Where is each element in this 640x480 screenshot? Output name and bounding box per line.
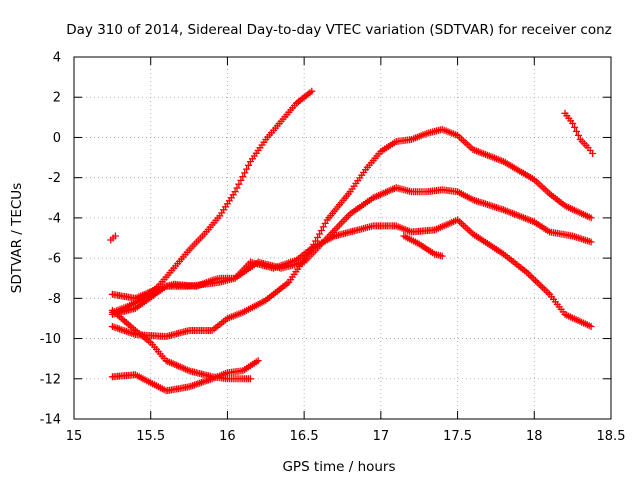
y-tick-label: -6 [48, 252, 61, 267]
x-tick-label: 16 [219, 429, 236, 444]
series-track-6 [108, 357, 262, 395]
series-markers [400, 232, 446, 260]
series-markers [107, 232, 119, 244]
y-tick-label: -14 [40, 413, 61, 428]
series-track-5 [108, 125, 595, 340]
series-markers [561, 109, 597, 157]
y-tick-label: -2 [48, 171, 61, 186]
y-tick-label: -12 [40, 372, 61, 387]
y-axis-label: SDTVAR / TECUs [9, 183, 25, 293]
y-tick-label: 0 [53, 131, 61, 146]
plot-frame [73, 56, 612, 420]
series-track-9 [561, 109, 597, 157]
axis-ticks: 15 15.5 16 16.5 17 17.5 18 18.5 -14 -12 -10 -8 -6 -4 -… [40, 51, 626, 445]
y-tick-label: -8 [48, 292, 61, 307]
y-tick-label: 2 [53, 91, 61, 106]
x-tick-label: 15 [66, 429, 83, 444]
series-markers [108, 184, 595, 318]
series-markers [108, 306, 254, 383]
series-track-3 [108, 216, 595, 330]
series-track-8 [400, 232, 446, 260]
y-tick-label: -10 [40, 332, 61, 347]
series-markers [108, 125, 595, 340]
data-series [107, 87, 597, 395]
series-markers [108, 216, 595, 330]
grid-lines [74, 57, 611, 419]
x-axis-label: GPS time / hours [282, 459, 395, 475]
x-tick-label: 17.5 [443, 429, 472, 444]
series-track-4 [108, 184, 595, 318]
series-markers [108, 357, 262, 395]
x-tick-label: 16.5 [290, 429, 319, 444]
series-track-7 [108, 306, 254, 383]
x-tick-label: 15.5 [136, 429, 165, 444]
y-tick-label: -4 [48, 211, 61, 226]
chart-title: Day 310 of 2014, Sidereal Day-to-day VTE… [66, 22, 612, 38]
x-tick-label: 18.5 [597, 429, 626, 444]
x-tick-label: 17 [373, 429, 390, 444]
series-track-1 [107, 232, 119, 244]
y-tick-label: 4 [53, 51, 61, 66]
x-tick-label: 18 [526, 429, 543, 444]
